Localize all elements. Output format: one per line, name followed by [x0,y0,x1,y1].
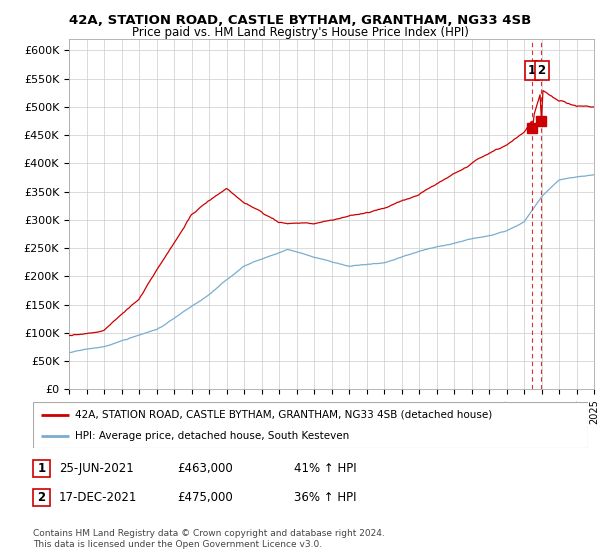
Text: 25-JUN-2021: 25-JUN-2021 [59,462,134,475]
FancyBboxPatch shape [33,402,588,448]
Text: 42A, STATION ROAD, CASTLE BYTHAM, GRANTHAM, NG33 4SB: 42A, STATION ROAD, CASTLE BYTHAM, GRANTH… [69,14,531,27]
Text: HPI: Average price, detached house, South Kesteven: HPI: Average price, detached house, Sout… [74,431,349,441]
Text: 41% ↑ HPI: 41% ↑ HPI [294,462,356,475]
Text: 2: 2 [538,64,546,77]
Text: Contains HM Land Registry data © Crown copyright and database right 2024.
This d: Contains HM Land Registry data © Crown c… [33,529,385,549]
Text: 36% ↑ HPI: 36% ↑ HPI [294,491,356,504]
Text: Price paid vs. HM Land Registry's House Price Index (HPI): Price paid vs. HM Land Registry's House … [131,26,469,39]
Text: 2: 2 [37,491,46,504]
Text: £463,000: £463,000 [177,462,233,475]
Text: 1: 1 [527,64,536,77]
Text: 17-DEC-2021: 17-DEC-2021 [59,491,137,504]
Text: 42A, STATION ROAD, CASTLE BYTHAM, GRANTHAM, NG33 4SB (detached house): 42A, STATION ROAD, CASTLE BYTHAM, GRANTH… [74,410,492,420]
Text: £475,000: £475,000 [177,491,233,504]
Text: 1: 1 [37,462,46,475]
